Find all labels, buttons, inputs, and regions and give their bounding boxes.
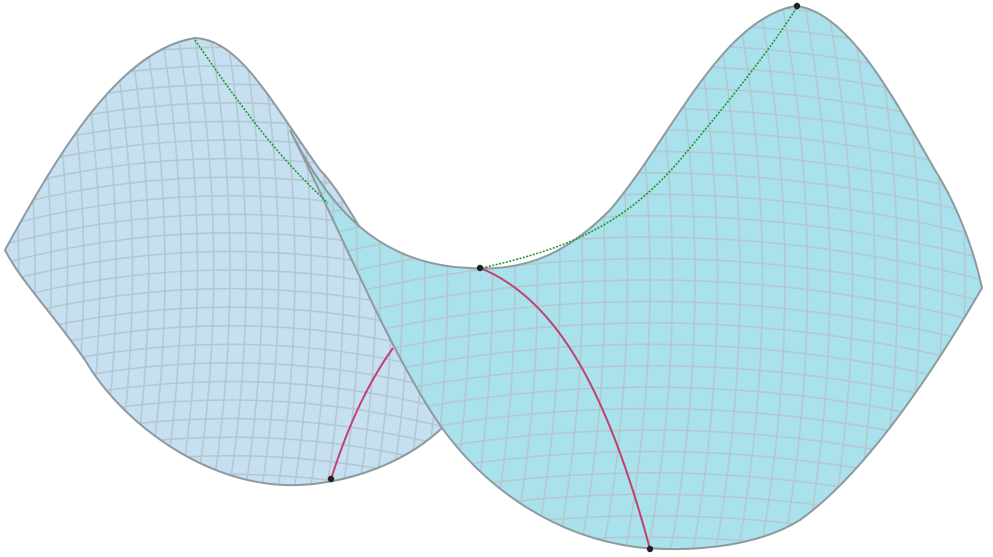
grid-line [290,43,982,96]
endpoint-bottom-left [327,475,335,483]
saddle-point [476,264,484,272]
asymptotic-curve-right [481,6,798,269]
grid-line [5,38,445,70]
grid-line [0,511,490,551]
grid-line [290,6,982,53]
grid-line [290,6,982,31]
grid-line [5,38,445,51]
grid-line [799,6,831,550]
normal-section-curve-front [479,267,651,550]
grid-line [188,38,215,486]
endpoint-bottom [646,545,654,553]
grid-line [205,38,231,486]
right-lobe-outline [289,4,984,551]
asymptotic-curve-left [194,39,329,204]
grid-line [290,22,982,74]
grid-line [754,6,786,550]
normal-section-curve-back [330,347,394,480]
grid-line [979,6,982,550]
endpoint-top-right [793,2,801,10]
left-lobe-surface [5,38,445,486]
grid-line [0,493,490,533]
grid-line [776,6,809,550]
grid-line [221,38,248,486]
left-lobe [0,10,490,557]
grid-line [237,38,264,486]
grid-line [0,10,3,530]
grid-line [731,6,764,550]
grid-line [709,6,741,550]
grid-line [0,530,490,557]
right-lobe-surface [290,6,982,550]
